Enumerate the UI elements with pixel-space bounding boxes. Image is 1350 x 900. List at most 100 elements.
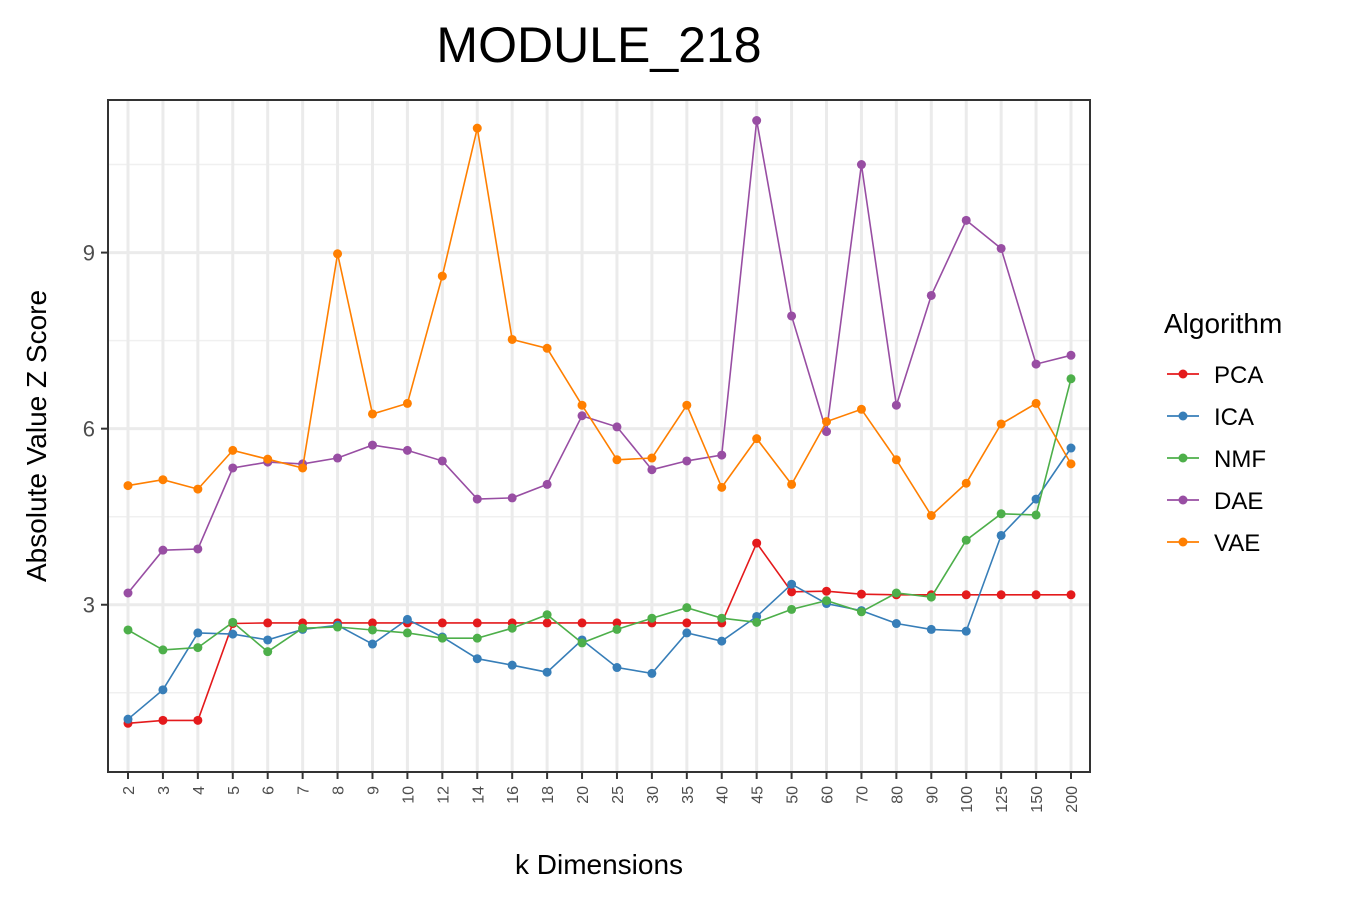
data-point-dae xyxy=(577,411,587,421)
data-point-nmf xyxy=(577,638,587,648)
data-point-dae xyxy=(333,453,343,463)
x-tick-label: 45 xyxy=(750,786,767,804)
data-point-dae xyxy=(158,545,168,555)
x-tick-label: 125 xyxy=(994,786,1011,813)
data-point-pca xyxy=(158,715,168,725)
x-tick-label: 30 xyxy=(645,786,662,804)
data-point-nmf xyxy=(1031,510,1041,520)
x-tick-label: 70 xyxy=(854,786,871,804)
data-point-nmf xyxy=(1066,374,1076,384)
x-tick-label: 6 xyxy=(261,786,278,795)
data-point-dae xyxy=(402,445,412,455)
series-line-nmf xyxy=(127,378,1072,653)
data-point-vae xyxy=(298,463,308,473)
data-point-nmf xyxy=(787,604,797,614)
x-tick-label: 50 xyxy=(785,786,802,804)
x-tick-label: 200 xyxy=(1064,786,1081,813)
data-point-vae xyxy=(1066,459,1076,469)
legend-label: PCA xyxy=(1214,362,1263,389)
x-tick-label: 2 xyxy=(121,786,138,795)
data-point-ica xyxy=(682,628,692,638)
data-point-nmf xyxy=(402,628,412,638)
x-tick-label: 5 xyxy=(226,786,243,795)
data-point-vae xyxy=(158,475,168,485)
y-axis-title: Absolute Value Z Score xyxy=(21,290,52,582)
data-point-dae xyxy=(228,463,238,473)
series-vae xyxy=(123,123,1076,521)
data-point-vae xyxy=(437,271,447,281)
data-point-nmf xyxy=(822,596,832,606)
x-tick-label: 35 xyxy=(680,786,697,804)
x-tick-label: 90 xyxy=(924,786,941,804)
data-point-pca xyxy=(787,587,797,597)
legend-swatch-point xyxy=(1178,495,1188,505)
data-point-vae xyxy=(961,478,971,488)
legend: Algorithm PCA ICA NMF DAE VAE xyxy=(1164,308,1282,557)
data-point-nmf xyxy=(961,535,971,545)
x-tick-label: 40 xyxy=(715,786,732,804)
x-axis: 2 3 4 5 6 7 8 9 10 12 14 16 18 20 25 30 35 40 45 50 60 70 80 90… xyxy=(121,772,1081,813)
data-point-nmf xyxy=(263,647,273,657)
data-point-vae xyxy=(577,400,587,410)
data-point-vae xyxy=(123,481,133,491)
data-point-ica xyxy=(891,619,901,629)
x-tick-label: 25 xyxy=(610,786,627,804)
data-point-vae xyxy=(507,334,517,344)
legend-label: DAE xyxy=(1214,488,1263,515)
data-point-ica xyxy=(787,579,797,589)
data-point-vae xyxy=(856,404,866,414)
x-tick-label: 8 xyxy=(331,786,348,795)
data-point-pca xyxy=(437,618,447,628)
data-point-pca xyxy=(472,618,482,628)
data-point-vae xyxy=(647,453,657,463)
series-layer xyxy=(123,116,1076,728)
data-point-pca xyxy=(577,618,587,628)
x-axis-title: k Dimensions xyxy=(515,849,683,880)
x-tick-label: 7 xyxy=(296,786,313,795)
data-point-nmf xyxy=(891,588,901,598)
data-point-vae xyxy=(787,479,797,489)
data-point-pca xyxy=(961,590,971,600)
data-point-nmf xyxy=(437,633,447,643)
data-point-vae xyxy=(333,249,343,259)
x-tick-label: 150 xyxy=(1029,786,1046,813)
data-point-dae xyxy=(996,243,1006,253)
data-point-pca xyxy=(542,618,552,628)
data-point-dae xyxy=(787,311,797,321)
series-nmf xyxy=(123,374,1076,657)
data-point-dae xyxy=(891,400,901,410)
data-point-pca xyxy=(682,618,692,628)
legend-label: VAE xyxy=(1214,530,1260,557)
data-point-vae xyxy=(402,398,412,408)
x-tick-label: 16 xyxy=(505,786,522,804)
grid xyxy=(108,100,1090,772)
data-point-ica xyxy=(1066,443,1076,453)
x-tick-label: 80 xyxy=(889,786,906,804)
data-point-dae xyxy=(507,493,517,503)
data-point-dae xyxy=(193,544,203,554)
series-line-dae xyxy=(127,120,1072,594)
data-point-nmf xyxy=(752,617,762,627)
data-point-pca xyxy=(752,538,762,548)
data-point-nmf xyxy=(193,643,203,653)
y-tick-label: 3 xyxy=(83,593,95,618)
data-point-nmf xyxy=(717,613,727,623)
data-point-dae xyxy=(367,440,377,450)
data-point-ica xyxy=(158,685,168,695)
legend-item-nmf: NMF xyxy=(1167,446,1266,473)
legend-label: NMF xyxy=(1214,446,1266,473)
x-tick-label: 14 xyxy=(470,786,487,804)
data-point-nmf xyxy=(367,625,377,635)
data-point-ica xyxy=(996,530,1006,540)
data-point-nmf xyxy=(996,509,1006,519)
data-point-vae xyxy=(542,343,552,353)
data-point-nmf xyxy=(507,623,517,633)
legend-swatch-point xyxy=(1178,537,1188,547)
data-point-dae xyxy=(752,116,762,126)
data-point-vae xyxy=(228,445,238,455)
data-point-dae xyxy=(1031,359,1041,369)
data-point-pca xyxy=(367,618,377,628)
legend-swatch-point xyxy=(1178,411,1188,421)
data-point-ica xyxy=(193,628,203,638)
x-tick-label: 100 xyxy=(959,786,976,813)
